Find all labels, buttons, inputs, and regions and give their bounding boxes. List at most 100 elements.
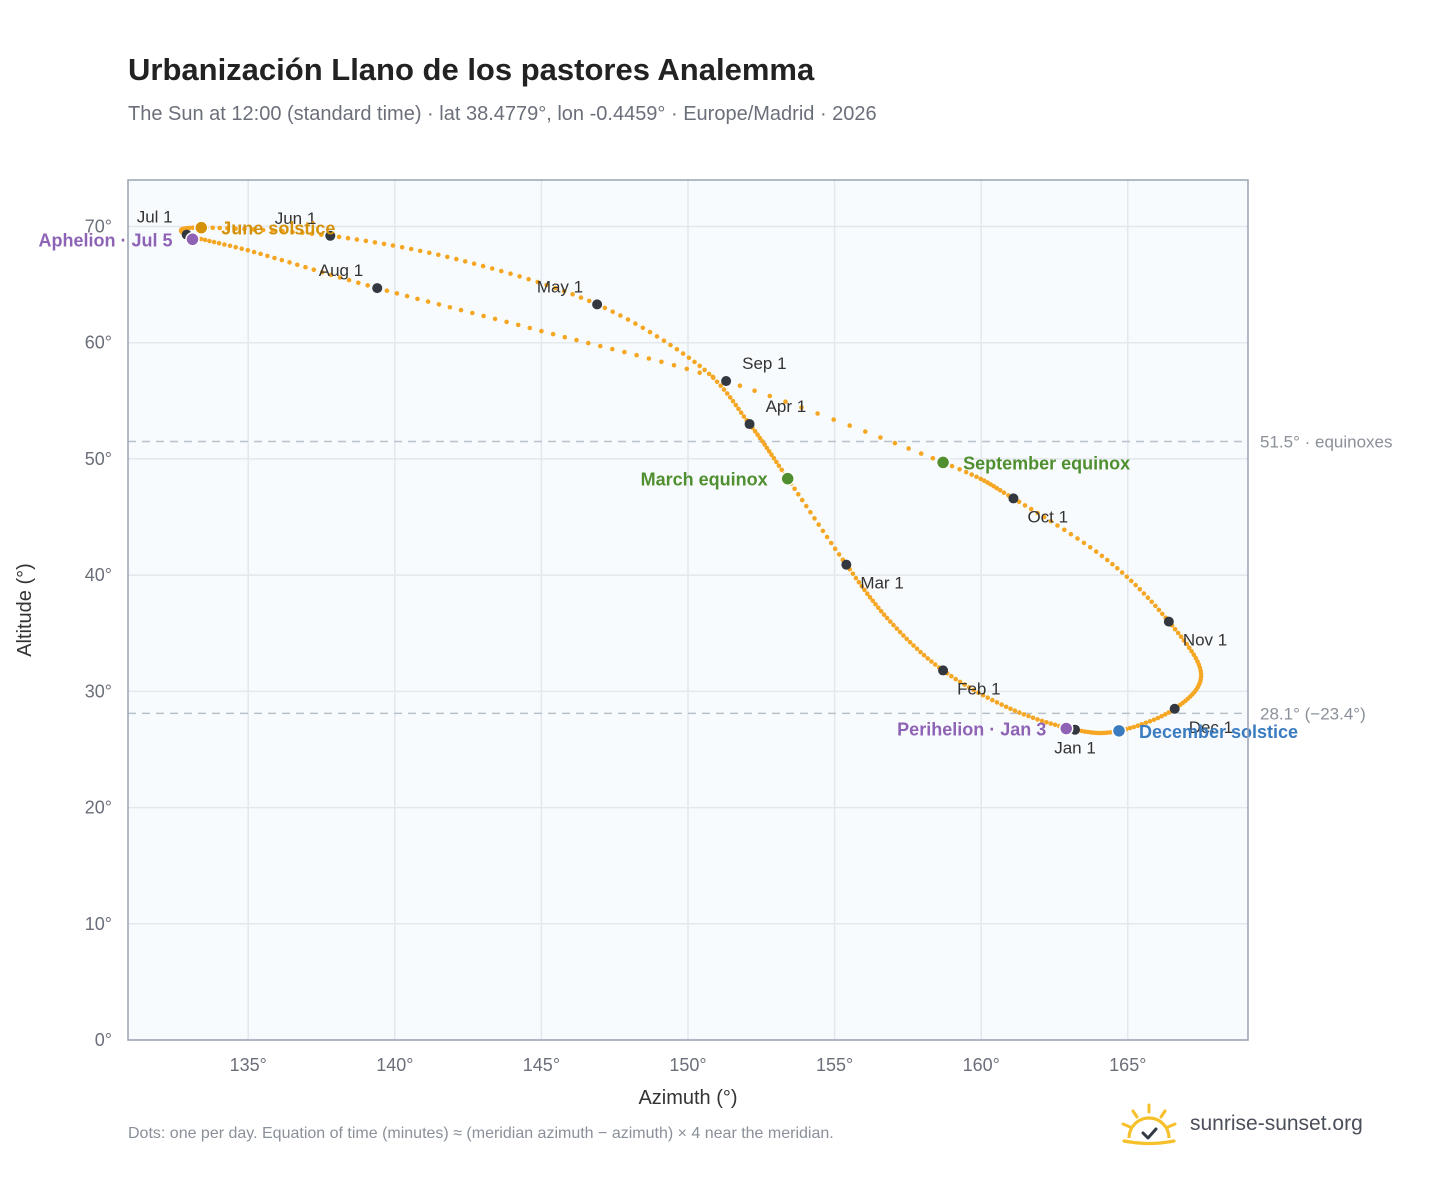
daily-dot bbox=[1062, 527, 1067, 533]
daily-dot bbox=[771, 456, 777, 461]
x-axis-title: Azimuth (°) bbox=[638, 1087, 737, 1109]
daily-dot bbox=[280, 228, 285, 234]
daily-dot bbox=[1081, 540, 1087, 546]
daily-dot bbox=[290, 229, 295, 235]
daily-dot bbox=[535, 279, 540, 285]
daily-dot bbox=[381, 241, 387, 247]
daily-dot bbox=[1155, 715, 1161, 721]
daily-dot bbox=[721, 387, 727, 392]
daily-dot bbox=[1184, 641, 1189, 647]
daily-dot bbox=[738, 410, 744, 416]
month-marker-label: Sep 1 bbox=[742, 354, 786, 373]
daily-dot bbox=[287, 260, 292, 265]
daily-dot bbox=[311, 267, 317, 273]
event-marker-label: Aphelion · Jul 5 bbox=[38, 230, 172, 250]
daily-dot bbox=[211, 239, 217, 245]
daily-dot bbox=[724, 391, 730, 396]
event-marker-dot bbox=[1058, 721, 1074, 736]
x-tick-label: 145° bbox=[523, 1055, 560, 1075]
brand[interactable]: sunrise-sunset.org bbox=[1120, 1102, 1363, 1146]
x-tick-label: 160° bbox=[963, 1055, 1000, 1075]
daily-dot bbox=[799, 405, 804, 410]
daily-dot bbox=[1044, 720, 1049, 725]
daily-dot bbox=[1017, 710, 1022, 715]
daily-dot bbox=[1145, 595, 1151, 600]
daily-dot bbox=[586, 340, 591, 346]
daily-dot bbox=[384, 288, 390, 294]
daily-dot bbox=[319, 232, 324, 237]
event-marker-dot bbox=[185, 232, 200, 247]
daily-dot bbox=[963, 469, 969, 475]
daily-dot bbox=[372, 240, 378, 245]
daily-dot bbox=[702, 367, 707, 373]
daily-dot bbox=[399, 245, 405, 250]
daily-dot bbox=[1151, 717, 1157, 722]
daily-dot bbox=[1147, 719, 1153, 724]
month-marker-dot bbox=[938, 665, 949, 676]
daily-dot bbox=[1099, 553, 1105, 559]
daily-dot bbox=[684, 366, 690, 372]
daily-dot bbox=[1129, 578, 1134, 584]
daily-dot bbox=[515, 322, 521, 328]
daily-dot bbox=[625, 317, 631, 322]
daily-dot bbox=[618, 313, 623, 318]
daily-dot bbox=[458, 307, 464, 313]
daily-dot bbox=[671, 363, 677, 368]
event-marker-dot bbox=[935, 455, 951, 470]
daily-dot bbox=[217, 225, 222, 231]
daily-dot bbox=[796, 492, 801, 497]
month-marker-dot bbox=[325, 230, 336, 241]
daily-dot bbox=[847, 423, 852, 428]
reference-line-label: 28.1° (−23.4°) bbox=[1260, 704, 1366, 723]
month-marker-label: Jan 1 bbox=[1054, 739, 1096, 758]
daily-dot bbox=[578, 295, 584, 300]
daily-dot bbox=[1139, 722, 1145, 727]
daily-dot bbox=[1048, 721, 1054, 726]
grid bbox=[128, 180, 1248, 1041]
daily-dot bbox=[867, 595, 873, 600]
daily-dot bbox=[1131, 724, 1137, 730]
daily-dot bbox=[953, 676, 958, 682]
daily-dot bbox=[562, 334, 568, 340]
month-marker-label: May 1 bbox=[537, 277, 583, 296]
daily-dot bbox=[1003, 704, 1009, 710]
daily-dot bbox=[454, 256, 459, 262]
daily-dot bbox=[779, 467, 784, 473]
daily-dot bbox=[610, 309, 615, 315]
daily-dot bbox=[517, 274, 522, 279]
y-tick-label: 10° bbox=[85, 914, 112, 934]
daily-dot bbox=[697, 363, 702, 369]
daily-dot bbox=[499, 268, 504, 274]
daily-dot bbox=[668, 342, 673, 348]
daily-dot bbox=[610, 346, 615, 352]
daily-dot bbox=[404, 293, 410, 299]
daily-dot bbox=[508, 271, 513, 277]
daily-dot bbox=[1026, 713, 1031, 719]
daily-dot bbox=[1115, 566, 1120, 571]
daily-dot bbox=[736, 406, 741, 412]
daily-dot bbox=[828, 540, 834, 546]
month-marker-dot bbox=[372, 283, 383, 294]
daily-dot bbox=[1016, 499, 1022, 505]
daily-dot bbox=[1149, 599, 1154, 605]
month-marker-label: Oct 1 bbox=[1027, 507, 1068, 526]
daily-dot bbox=[859, 583, 864, 589]
daily-dot bbox=[820, 528, 826, 534]
x-tick-label: 150° bbox=[669, 1055, 706, 1075]
daily-dot bbox=[272, 255, 277, 261]
daily-dot bbox=[1035, 717, 1040, 722]
daily-dot bbox=[1001, 490, 1007, 496]
daily-dot bbox=[646, 356, 652, 361]
daily-dot bbox=[949, 463, 955, 469]
daily-dot bbox=[279, 257, 285, 263]
daily-dot bbox=[225, 226, 230, 231]
event-marker-label: Perihelion · Jan 3 bbox=[897, 720, 1046, 740]
daily-dot bbox=[757, 435, 763, 441]
daily-dot bbox=[1087, 545, 1093, 550]
daily-dot bbox=[1141, 591, 1147, 596]
daily-dot bbox=[1186, 645, 1192, 650]
daily-dot bbox=[783, 399, 788, 405]
daily-dot bbox=[1133, 582, 1138, 588]
daily-dot bbox=[427, 250, 432, 256]
daily-dot bbox=[210, 225, 215, 231]
